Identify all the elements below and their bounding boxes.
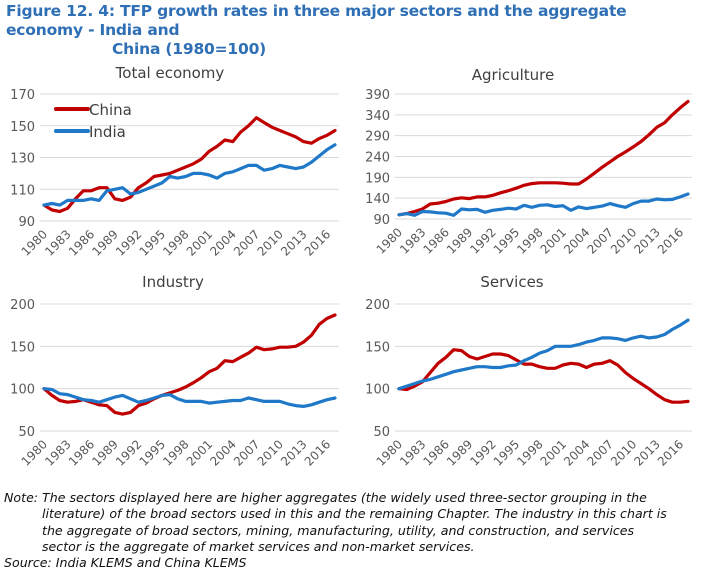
x-tick-label: 1983: [42, 227, 73, 258]
note-line1: Note: The sectors displayed here are hig…: [4, 490, 647, 505]
note-line3: the aggregate of broad sectors, mining, …: [42, 522, 635, 538]
x-tick-label: 1989: [89, 227, 120, 258]
x-tick-label: 2013: [278, 437, 309, 468]
y-tick-label: 150: [10, 120, 35, 135]
x-tick-label: 2013: [278, 227, 309, 258]
series-line-india: [397, 192, 690, 217]
y-tick-label: 200: [365, 298, 390, 313]
x-tick-label: 2013: [631, 225, 662, 256]
x-tick-label: 1989: [89, 437, 120, 468]
x-tick-label: 2001: [184, 437, 215, 468]
x-tick-label: 1986: [66, 227, 97, 258]
x-tick-label: 1983: [397, 437, 428, 468]
y-tick-label: 130: [10, 152, 35, 167]
x-tick-label: 2013: [631, 437, 662, 468]
series-line-china: [397, 348, 690, 404]
y-tick-label: 170: [10, 88, 35, 103]
x-tick-label: 2016: [302, 437, 333, 468]
figure-title: Figure 12. 4: TFP growth rates in three …: [6, 2, 696, 59]
source-line: Source: India KLEMS and China KLEMS: [4, 555, 247, 571]
x-tick-label: 2004: [207, 437, 238, 468]
chart-agriculture: Agriculture90140190240290340390198019831…: [365, 66, 692, 257]
legend-label-china: China: [89, 101, 132, 119]
series-line-india: [397, 318, 690, 391]
series-line-china: [397, 99, 690, 217]
x-tick-label: 1983: [42, 437, 73, 468]
x-tick-label: 2007: [231, 227, 262, 258]
y-tick-label: 100: [10, 383, 35, 398]
y-tick-label: 290: [365, 130, 390, 145]
x-tick-label: 1998: [160, 437, 191, 468]
x-tick-label: 1995: [137, 227, 168, 258]
note-line4: sector is the aggregate of market servic…: [42, 538, 475, 554]
y-tick-label: 50: [18, 425, 35, 440]
chart-services: Services50100150200198019831986198919921…: [365, 273, 692, 469]
series-line-china: [42, 116, 337, 214]
x-tick-label: 1986: [420, 437, 451, 468]
x-tick-label: 1992: [113, 437, 144, 468]
x-tick-label: 2010: [608, 225, 639, 256]
note-line2: literature) of the broad sectors used in…: [42, 506, 667, 522]
x-tick-label: 1980: [374, 437, 405, 468]
x-tick-label: 1986: [66, 437, 97, 468]
x-tick-label: 1998: [514, 437, 545, 468]
x-tick-label: 2004: [207, 227, 238, 258]
x-tick-label: 1986: [420, 225, 451, 256]
chart-total-economy: Total economy901101301501701980198319861…: [10, 64, 339, 259]
y-tick-label: 90: [373, 213, 390, 228]
y-tick-label: 200: [10, 298, 35, 313]
x-tick-label: 1989: [444, 225, 475, 256]
x-tick-label: 2007: [585, 225, 616, 256]
y-tick-label: 340: [365, 109, 390, 124]
x-tick-label: 1980: [19, 437, 50, 468]
y-tick-label: 100: [365, 383, 390, 398]
y-tick-label: 150: [10, 340, 35, 355]
figure-note: Note: The sectors displayed here are hig…: [4, 490, 698, 571]
x-tick-label: 1980: [19, 227, 50, 258]
x-tick-label: 2001: [184, 227, 215, 258]
chart-title: Total economy: [115, 64, 225, 82]
chart-title: Industry: [142, 273, 204, 291]
x-tick-label: 2016: [302, 227, 333, 258]
chart-industry: Industry50100150200198019831986198919921…: [10, 273, 339, 469]
y-tick-label: 150: [365, 340, 390, 355]
x-tick-label: 1995: [491, 225, 522, 256]
chart-title: Services: [480, 273, 543, 291]
x-tick-label: 2001: [538, 437, 569, 468]
x-tick-label: 1980: [374, 225, 405, 256]
x-tick-label: 2010: [608, 437, 639, 468]
x-tick-label: 1995: [491, 437, 522, 468]
x-tick-label: 2016: [655, 437, 686, 468]
chart-title: Agriculture: [472, 66, 555, 84]
x-tick-label: 1995: [137, 437, 168, 468]
y-tick-label: 390: [365, 88, 390, 103]
figure-title-line1: Figure 12. 4: TFP growth rates in three …: [6, 2, 627, 39]
series-line-china: [42, 313, 337, 416]
x-tick-label: 2010: [255, 437, 286, 468]
x-tick-label: 2007: [231, 437, 262, 468]
legend-label-india: India: [89, 123, 126, 141]
y-tick-label: 190: [365, 171, 390, 186]
series-line-india: [42, 143, 337, 207]
x-tick-label: 2007: [585, 437, 616, 468]
x-tick-label: 2010: [255, 227, 286, 258]
series-line-india: [42, 387, 337, 408]
x-tick-label: 1998: [160, 227, 191, 258]
x-tick-label: 1983: [397, 225, 428, 256]
y-tick-label: 90: [18, 215, 35, 230]
y-tick-label: 110: [10, 183, 35, 198]
x-tick-label: 1989: [444, 437, 475, 468]
y-tick-label: 50: [373, 425, 390, 440]
y-tick-label: 240: [365, 151, 390, 166]
x-tick-label: 2004: [561, 437, 592, 468]
x-tick-label: 1992: [467, 225, 498, 256]
y-tick-label: 140: [365, 192, 390, 207]
x-tick-label: 2001: [538, 225, 569, 256]
x-tick-label: 1992: [467, 437, 498, 468]
x-tick-label: 1998: [514, 225, 545, 256]
x-tick-label: 2004: [561, 225, 592, 256]
x-tick-label: 1992: [113, 227, 144, 258]
figure-title-line2: China (1980=100): [112, 40, 267, 58]
x-tick-label: 2016: [655, 225, 686, 256]
